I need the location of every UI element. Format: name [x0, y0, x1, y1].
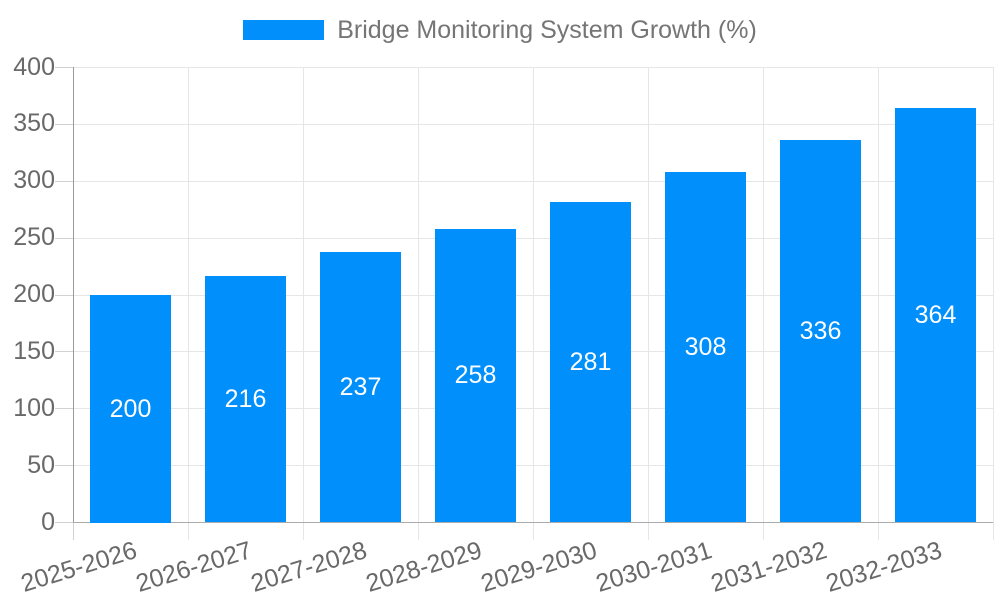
- y-axis-label: 0: [41, 508, 55, 536]
- y-axis-tick: [55, 522, 73, 523]
- x-axis-label: 2030-2031: [592, 536, 716, 598]
- y-axis-tick: [55, 408, 73, 409]
- grid-line-vertical: [533, 67, 534, 540]
- y-axis-label: 100: [13, 394, 55, 422]
- y-axis-tick: [55, 351, 73, 352]
- y-axis-tick: [55, 238, 73, 239]
- bar[interactable]: 336: [780, 140, 861, 522]
- y-axis-label: 300: [13, 166, 55, 194]
- bar-value-label: 237: [339, 372, 382, 401]
- bar-value-label: 281: [569, 347, 612, 376]
- y-axis-label: 50: [27, 451, 55, 479]
- y-axis-tick: [55, 124, 73, 125]
- grid-line-vertical: [648, 67, 649, 540]
- bar[interactable]: 216: [205, 276, 286, 522]
- bar-value-label: 258: [454, 361, 497, 389]
- y-axis-label: 200: [13, 280, 55, 308]
- grid-line-vertical: [763, 67, 764, 540]
- bar[interactable]: 281: [550, 202, 631, 522]
- x-axis-label: 2028-2029: [362, 536, 486, 598]
- y-axis-tick: [55, 67, 73, 68]
- y-axis-label: 150: [13, 337, 55, 365]
- legend[interactable]: Bridge Monitoring System Growth (%): [0, 16, 1000, 44]
- plot-area: 200 216 237 258 281 308 336 364: [73, 67, 994, 540]
- x-axis-label: 2029-2030: [477, 536, 601, 598]
- x-axis-label: 2025-2026: [17, 536, 141, 598]
- grid-line-vertical: [188, 67, 189, 540]
- y-axis-tick: [55, 295, 73, 296]
- y-axis-label: 350: [13, 109, 55, 137]
- legend-label: Bridge Monitoring System Growth (%): [337, 16, 757, 44]
- y-axis-label: 250: [13, 223, 55, 251]
- bar-value-label: 200: [109, 394, 152, 423]
- y-axis-label: 400: [13, 53, 55, 81]
- y-axis-tick: [55, 181, 73, 182]
- y-axis-line: [73, 67, 74, 522]
- grid-line-vertical: [418, 67, 419, 540]
- x-axis-tick: [73, 522, 74, 540]
- bar[interactable]: 237: [320, 252, 401, 522]
- x-axis-label: 2032-2033: [822, 536, 946, 598]
- bar-value-label: 216: [224, 384, 267, 413]
- bar-value-label: 308: [684, 332, 727, 361]
- x-axis-label: 2026-2027: [132, 536, 256, 598]
- grid-line-vertical: [993, 67, 994, 540]
- x-axis-label: 2031-2032: [707, 536, 831, 598]
- bar[interactable]: 308: [665, 172, 746, 522]
- bar[interactable]: 258: [435, 229, 516, 522]
- x-axis-label: 2027-2028: [247, 536, 371, 598]
- bar-value-label: 364: [914, 300, 957, 329]
- x-axis-line: [73, 522, 993, 523]
- grid-line-vertical: [878, 67, 879, 540]
- bar-value-label: 336: [799, 316, 842, 345]
- legend-marker: [243, 20, 325, 40]
- bar[interactable]: 200: [90, 295, 171, 523]
- grid-line-vertical: [303, 67, 304, 540]
- y-axis-tick: [55, 465, 73, 466]
- bar[interactable]: 364: [895, 108, 976, 522]
